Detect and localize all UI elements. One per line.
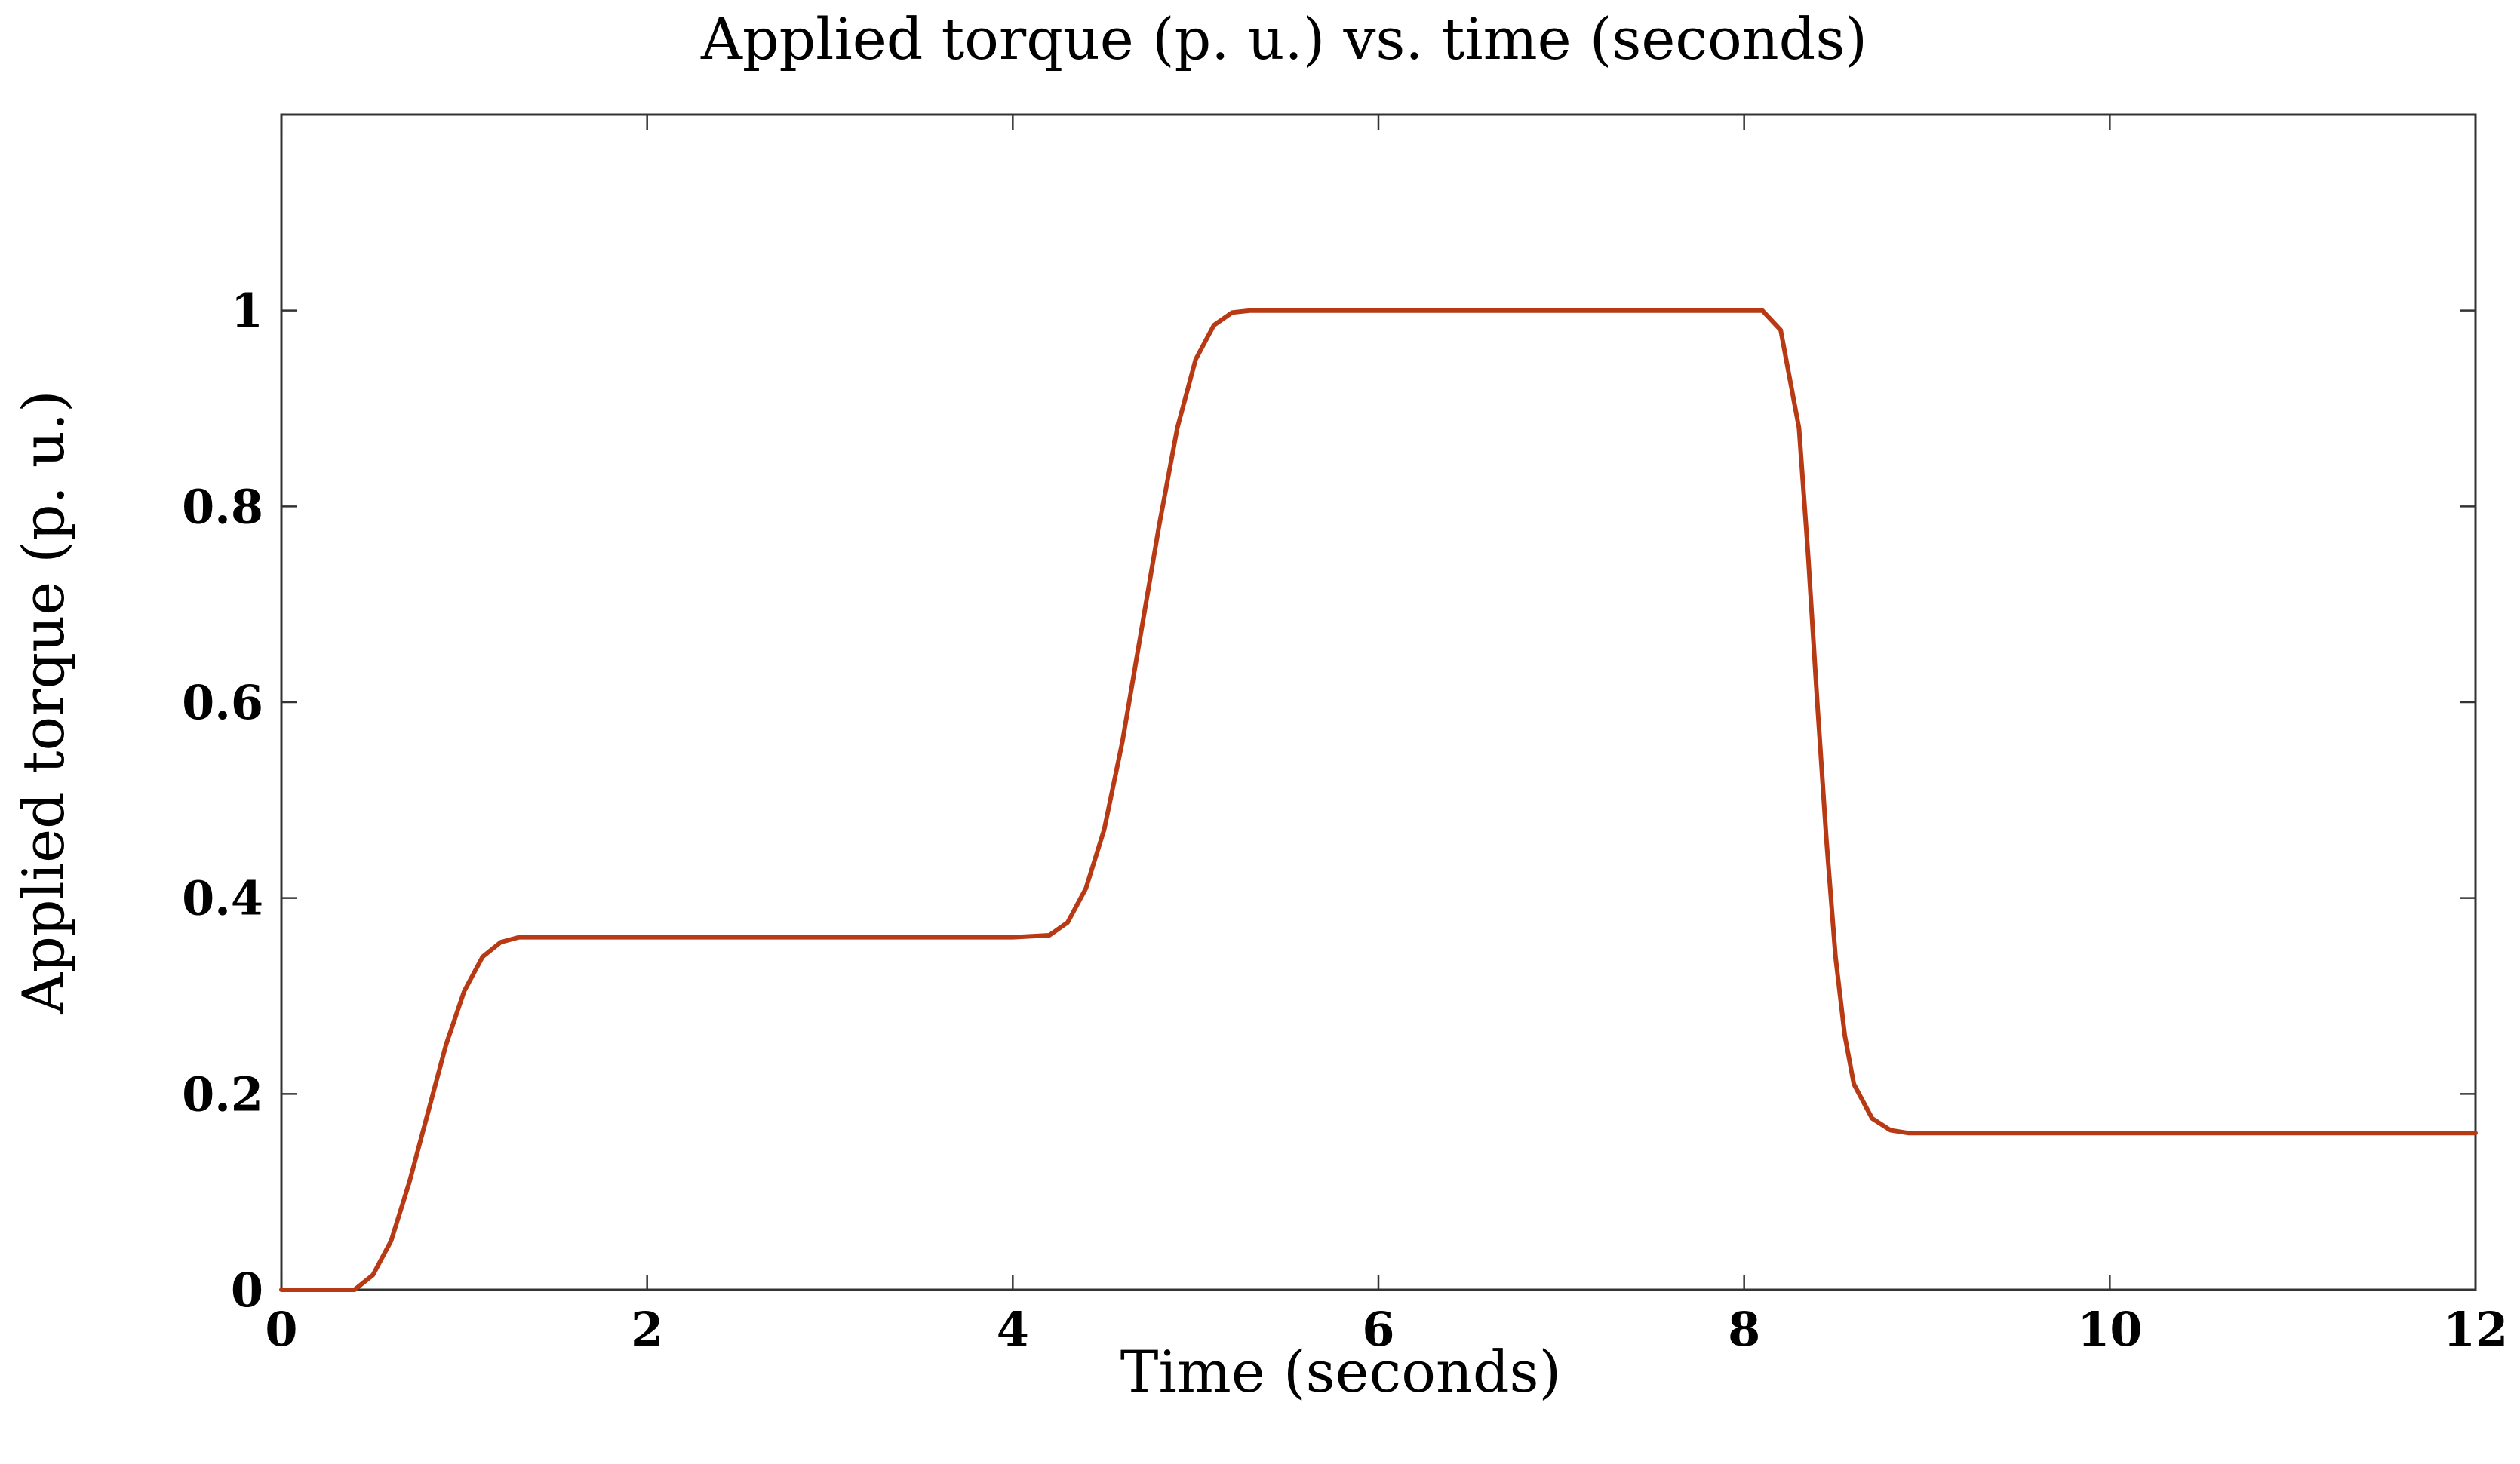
y-axis-label: Applied torque (p. u.) bbox=[10, 390, 77, 1014]
x-tick-label: 4 bbox=[997, 1302, 1029, 1357]
plot-frame bbox=[280, 113, 2477, 1291]
x-axis-label: Time (seconds) bbox=[1120, 1338, 1561, 1405]
x-axis-ticks: 0 2 4 6 8 10 12 bbox=[265, 115, 2508, 1357]
y-tick-label: 1 bbox=[231, 284, 263, 339]
y-tick-label: 0 bbox=[231, 1263, 263, 1318]
y-tick-label: 0.8 bbox=[182, 479, 263, 534]
chart-title: Applied torque (p. u.) vs. time (seconds… bbox=[700, 5, 1867, 72]
x-tick-label: 2 bbox=[631, 1302, 663, 1357]
y-tick-label: 0.4 bbox=[182, 871, 263, 926]
x-tick-label: 0 bbox=[265, 1302, 297, 1357]
torque-series-line bbox=[279, 308, 2478, 1292]
x-tick-label: 8 bbox=[1728, 1302, 1760, 1357]
x-tick-label: 10 bbox=[2077, 1302, 2142, 1357]
y-axis-ticks: 0 0.2 0.4 0.6 0.8 1 bbox=[182, 284, 2475, 1318]
x-tick-label: 12 bbox=[2443, 1302, 2508, 1357]
y-tick-label: 0.2 bbox=[182, 1067, 263, 1122]
y-tick-label: 0.6 bbox=[182, 675, 263, 730]
x-tick-label: 6 bbox=[1362, 1302, 1394, 1357]
